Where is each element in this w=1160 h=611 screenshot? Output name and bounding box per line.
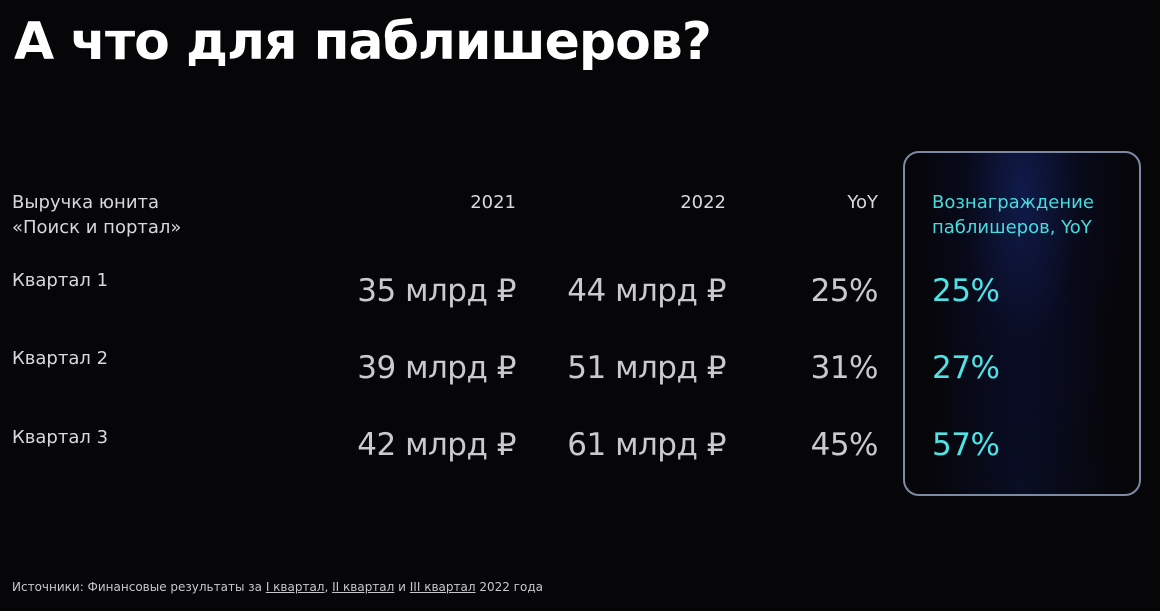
row-label-quarter-2: Квартал 2 — [12, 348, 109, 369]
cell-q1-reward: 25% — [932, 273, 1000, 309]
row-header-line-2: «Поиск и портал» — [12, 217, 182, 238]
cell-q2-2021: 39 млрд ₽ — [357, 350, 516, 386]
cell-q2-2022: 51 млрд ₽ — [567, 350, 726, 386]
cell-q3-yoy: 45% — [810, 427, 879, 463]
row-label-quarter-1: Квартал 1 — [12, 270, 109, 291]
sources-footnote: Источники: Финансовые результаты за I кв… — [12, 580, 543, 594]
cell-q1-2021: 35 млрд ₽ — [357, 273, 516, 309]
row-header: Выручка юнита «Поиск и портал» — [12, 190, 181, 240]
cell-q1-yoy: 25% — [810, 273, 879, 309]
reward-header-line-2: паблишеров, YoY — [932, 217, 1092, 238]
cell-q2-yoy: 31% — [810, 350, 879, 386]
column-header-2022: 2022 — [680, 192, 726, 213]
reward-header-line-1: Вознаграждение — [932, 192, 1094, 213]
link-q3-report[interactable]: III квартал — [409, 580, 476, 594]
cell-q2-reward: 27% — [932, 350, 1000, 386]
cell-q1-2022: 44 млрд ₽ — [567, 273, 726, 309]
column-header-publisher-reward: Вознаграждение паблишеров, YoY — [932, 190, 1094, 240]
column-header-2021: 2021 — [470, 192, 516, 213]
footnote-separator-1: , — [324, 580, 333, 594]
link-q2-report[interactable]: II квартал — [332, 580, 395, 594]
page-title: А что для паблишеров? — [14, 12, 712, 72]
link-q1-report[interactable]: I квартал — [265, 580, 325, 594]
row-label-quarter-3: Квартал 3 — [12, 427, 109, 448]
footnote-separator-2: и — [394, 580, 410, 594]
cell-q3-2022: 61 млрд ₽ — [567, 427, 726, 463]
row-header-line-1: Выручка юнита — [12, 192, 160, 213]
cell-q3-reward: 57% — [932, 427, 1000, 463]
footnote-suffix: 2022 года — [475, 580, 543, 594]
publisher-reward-highlight-box — [903, 151, 1141, 496]
cell-q3-2021: 42 млрд ₽ — [357, 427, 516, 463]
footnote-prefix: Источники: Финансовые результаты за — [12, 580, 266, 594]
column-header-yoy: YoY — [847, 192, 878, 213]
